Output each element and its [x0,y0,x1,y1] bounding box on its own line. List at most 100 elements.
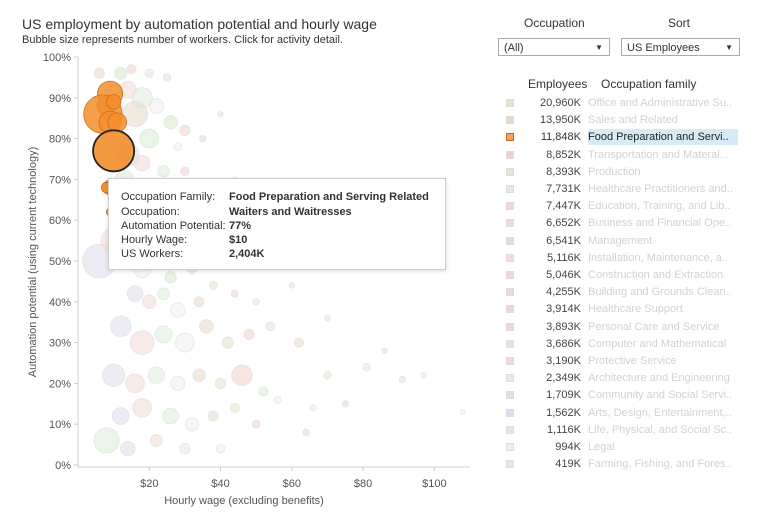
x-tick-label: $20 [140,478,158,490]
x-tick-label: $80 [354,478,372,490]
legend-swatch [506,339,514,348]
bubble [125,373,145,394]
bubble [243,328,255,341]
legend-item[interactable]: 1,562K Arts, Design, Entertainment,.. [500,405,740,422]
legend-employees-value: 419K [555,458,581,471]
tooltip-wage-key: Hourly Wage: [121,234,188,246]
bubble [273,395,282,404]
legend-item[interactable]: 6,652K Business and Financial Ope.. [500,215,740,232]
legend-employees-value: 8,852K [546,148,581,161]
y-axis-label: Automation potential (using current tech… [27,147,39,378]
y-tick-label: 40% [49,297,71,309]
legend-item[interactable]: 1,709K Community and Social Servi.. [500,387,740,404]
legend-item[interactable]: 6,541K Management [500,233,740,250]
tooltip-family-key: Occupation Family: [121,191,216,203]
legend-family-label: Education, Training, and Lib.. [588,200,731,213]
bubble [323,314,331,322]
bubble [142,294,157,309]
bubble [420,372,427,379]
bubble [120,440,136,457]
legend-employees-value: 3,190K [546,355,581,367]
legend-item[interactable]: 8,852K Transportation and Materal... [500,147,740,164]
legend-item[interactable]: 3,914K Healthcare Support [500,301,740,318]
bubble [129,330,155,355]
legend-family-label: Farming, Fishing, and Fores.. [588,458,732,471]
bubble [381,347,388,354]
bubble [302,428,310,437]
bubble [215,443,226,454]
legend-family-label: Production [588,165,641,178]
legend-item[interactable]: 5,046K Construction and Extraction [500,267,740,284]
bubble [163,115,178,130]
bubble [217,110,224,118]
bubble [180,166,190,176]
legend-item[interactable]: 7,731K Healthcare Practitioners and.. [500,181,740,198]
tooltip: Occupation Family: Food Preparation and S… [108,178,446,270]
bubble [126,64,137,75]
legend-item[interactable]: 3,190K Protective Service [500,353,740,370]
legend-item[interactable]: 7,447K Education, Training, and Lib.. [500,198,740,215]
legend-family-label: Life, Physical, and Social Sc.. [588,423,733,436]
legend-item[interactable]: 4,255K Building and Grounds Clean.. [500,284,740,301]
legend-item[interactable]: 1,116K Life, Physical, and Social Sc.. [500,422,740,439]
legend-item[interactable]: 11,848K Food Preparation and Servi.. [500,129,740,146]
bubble [252,298,260,306]
legend-item[interactable]: 2,349K Architecture and Engineering [500,370,740,387]
bubble [258,386,269,397]
legend-swatch [506,443,514,451]
occupation-select[interactable]: (All) ▼ [498,38,610,56]
legend-item[interactable]: 5,116K Installation, Maintenance, a.. [500,250,740,267]
bubble [154,325,173,344]
legend-item[interactable]: 3,686K Computer and Mathematical [500,336,740,353]
bubble [230,289,239,298]
legend-family-label: Management [588,234,653,247]
legend-employees-value: 11,848K [540,131,581,144]
legend-swatch [506,253,514,262]
x-tick-label: $40 [211,478,229,490]
bubble [265,321,276,332]
bubble [179,124,191,137]
legend-employees-value: 3,686K [546,337,581,350]
tooltip-occupation-value: Waiters and Waitresses [229,206,352,218]
legend-employees-value: 7,731K [546,183,581,195]
legend-swatch [506,150,514,159]
legend-item[interactable]: 994K Legal [500,439,740,456]
legend-employees-value: 13,950K [540,114,581,127]
legend-item[interactable]: 419K Farming, Fishing, and Fores.. [500,456,740,473]
legend-swatch [506,236,514,245]
legend-swatch [506,133,514,142]
bubble [111,407,130,425]
bubble [170,375,186,391]
chart-subtitle: Bubble size represents number of workers… [22,34,343,46]
legend-swatch [506,391,514,400]
legend-item[interactable]: 20,960K Office and Administrative Su.. [500,95,740,112]
y-tick-label: 80% [49,134,71,146]
tooltip-workers-key: US Workers: [121,248,184,260]
bubble [133,154,151,172]
legend-family-label: Food Preparation and Servi.. [588,129,738,146]
legend-family-label: Architecture and Engineering [588,372,730,385]
x-tick-label: $100 [422,478,446,490]
legend-family-label: Healthcare Support [588,303,683,316]
legend-employees-value: 6,652K [546,217,581,230]
occupation-filter-label: Occupation [524,16,585,30]
legend-swatch [506,116,514,125]
sort-select[interactable]: US Employees ▼ [621,38,740,56]
bubble [93,427,120,454]
bubble [362,362,371,372]
y-tick-label: 90% [49,93,71,105]
legend-family-label: Personal Care and Service [588,320,720,333]
bubble [126,285,144,302]
legend-employees-value: 5,046K [546,269,581,281]
legend-item[interactable]: 13,950K Sales and Related [500,112,740,129]
legend-item[interactable]: 3,893K Personal Care and Service [500,319,740,336]
bubble [173,142,183,152]
legend-employees-value: 5,116K [546,251,581,264]
legend-item[interactable]: 8,393K Production [500,164,740,181]
legend-family-label: Installation, Maintenance, a.. [588,251,729,264]
bubble [199,319,214,334]
legend-family-label: Construction and Extraction [588,269,724,281]
legend-swatch [506,408,514,417]
chevron-down-icon: ▼ [595,43,603,52]
sort-label: Sort [668,16,691,30]
